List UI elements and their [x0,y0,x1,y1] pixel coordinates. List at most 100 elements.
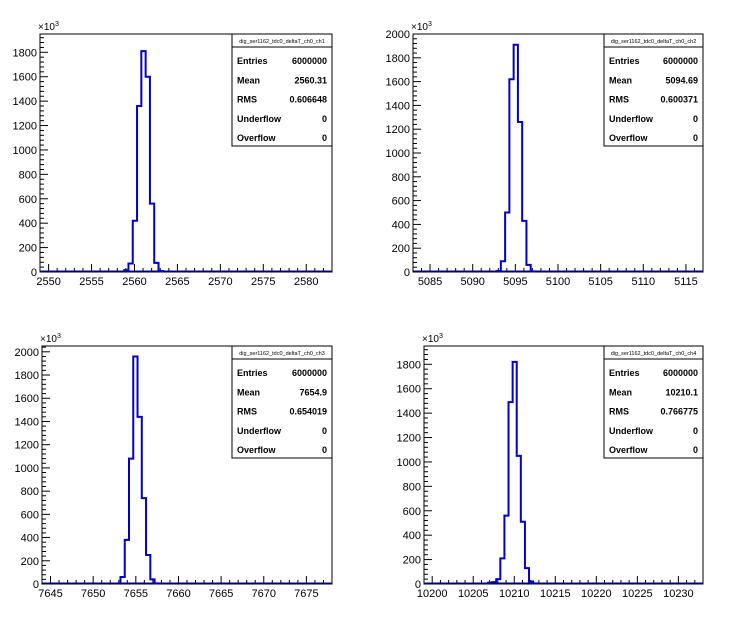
y-axis-multiplier: ×103 [40,333,61,345]
y-tick-label: 1600 [13,72,37,84]
histogram-series [123,50,164,273]
stats-box: dig_ser1162_tdc0_deltaT_ch0_ch1 Entries 60… [231,33,333,147]
y-tick-label: 200 [403,555,421,567]
y-tick-label: 800 [21,486,39,498]
stats-value-rms: 0.654019 [289,407,327,417]
y-tick-label: 1400 [15,416,39,428]
y-tick-label: 1200 [15,440,39,452]
stats-value-mean: 10210.1 [665,387,698,397]
y-tick-label: 800 [403,481,421,493]
x-tick-label: 2555 [79,276,103,288]
x-tick-label: 10210 [499,588,530,600]
x-tick-label: 2580 [294,276,318,288]
x-tick-label: 7660 [166,588,190,600]
stats-label-entries: Entries [237,368,268,378]
y-tick-label: 600 [403,506,421,518]
x-tick-label: 10205 [458,588,489,600]
stats-box-title: dig_ser1162_tdc0_deltaT_ch0_ch3 [239,351,325,357]
stats-value-entries: 6000000 [292,368,327,378]
stats-value-mean: 7654.9 [299,387,327,397]
x-tick-label: 10200 [417,588,448,600]
stats-label-entries: Entries [609,368,640,378]
x-tick-label: 2570 [208,276,232,288]
stats-label-rms: RMS [609,407,629,417]
stats-box-frame [231,345,333,459]
stats-value-entries: 6000000 [663,368,698,378]
y-tick-label: 1800 [15,370,39,382]
stats-value-rms: 0.766775 [660,407,698,417]
stats-value-entries: 6000000 [663,56,698,66]
y-tick-label: 1800 [13,47,37,59]
y-tick-label: 2000 [386,29,410,41]
stats-box: dig_ser1162_tdc0_deltaT_ch0_ch2 Entries 60… [603,33,704,147]
x-tick-label: 7655 [124,588,148,600]
stats-value-mean: 2560.31 [294,75,327,85]
x-tick-label: 5095 [503,276,527,288]
y-tick-label: 600 [19,194,37,206]
stats-value-rms: 0.606648 [289,95,327,105]
y-tick-label: 1000 [13,145,37,157]
stats-value-underflow: 0 [322,426,327,436]
stats-box-title: dig_ser1162_tdc0_deltaT_ch0_ch1 [239,39,325,45]
histogram-series [487,360,539,585]
stats-box-frame [603,345,704,459]
stats-value-underflow: 0 [693,426,698,436]
y-tick-label: 200 [19,243,37,255]
histogram-panel-2: 0 200 400 600 800 1000 1200 1400 1600 1800 2000 508… [386,21,704,288]
stats-box-frame [231,33,333,147]
y-tick-label: 1600 [386,77,410,89]
x-tick-label: 5090 [460,276,484,288]
x-tick-label: 2550 [36,276,60,288]
y-tick-label: 1200 [386,124,410,136]
stats-value-rms: 0.600371 [660,95,698,105]
y-tick-label: 0 [415,579,421,591]
x-tick-label: 7645 [38,588,62,600]
y-tick-label: 200 [21,556,39,568]
stats-label-overflow: Overflow [237,445,277,455]
stats-value-overflow: 0 [693,133,698,143]
x-tick-label: 2575 [251,276,275,288]
y-tick-label: 200 [392,243,410,255]
histogram-series [495,43,536,273]
y-tick-label: 400 [403,530,421,542]
stats-value-entries: 6000000 [292,56,327,66]
y-tick-label: 1000 [397,457,421,469]
y-tick-label: 0 [404,267,410,279]
x-tick-label: 7665 [209,588,233,600]
y-tick-label: 400 [21,533,39,545]
y-axis-multiplier: ×103 [422,333,443,345]
x-tick-label: 10225 [622,588,653,600]
stats-label-mean: Mean [609,75,632,85]
x-tick-label: 5110 [631,276,655,288]
stats-label-mean: Mean [609,387,632,397]
stats-label-underflow: Underflow [237,114,282,124]
x-tick-label: 7670 [252,588,276,600]
y-tick-label: 1600 [397,384,421,396]
x-tick-label: 2565 [165,276,189,288]
y-tick-label: 1400 [386,100,410,112]
stats-label-entries: Entries [609,56,640,66]
stats-label-overflow: Overflow [609,133,649,143]
x-tick-label: 10215 [540,588,571,600]
y-axis-multiplier: ×103 [38,21,59,33]
stats-label-entries: Entries [237,56,268,66]
stats-box: dig_ser1162_tdc0_deltaT_ch0_ch4 Entries 60… [603,345,704,459]
y-tick-label: 1400 [13,96,37,108]
x-tick-label: 2560 [122,276,146,288]
y-tick-label: 0 [33,579,39,591]
x-tick-label: 7675 [294,588,318,600]
y-tick-label: 1600 [15,393,39,405]
y-tick-label: 1000 [15,463,39,475]
stats-value-overflow: 0 [322,133,327,143]
stats-label-overflow: Overflow [609,445,649,455]
histogram-panel-1: 0 200 400 600 800 1000 1200 1400 1600 1800 2550 255… [13,21,333,288]
x-tick-label: 5105 [588,276,612,288]
y-axis-multiplier: ×103 [411,21,432,33]
stats-box-title: dig_ser1162_tdc0_deltaT_ch0_ch2 [611,39,697,45]
stats-value-overflow: 0 [693,445,698,455]
stats-value-underflow: 0 [693,114,698,124]
y-tick-label: 0 [31,267,37,279]
stats-box-title: dig_ser1162_tdc0_deltaT_ch0_ch4 [611,351,697,357]
stats-label-rms: RMS [609,95,629,105]
x-tick-label: 7650 [81,588,105,600]
